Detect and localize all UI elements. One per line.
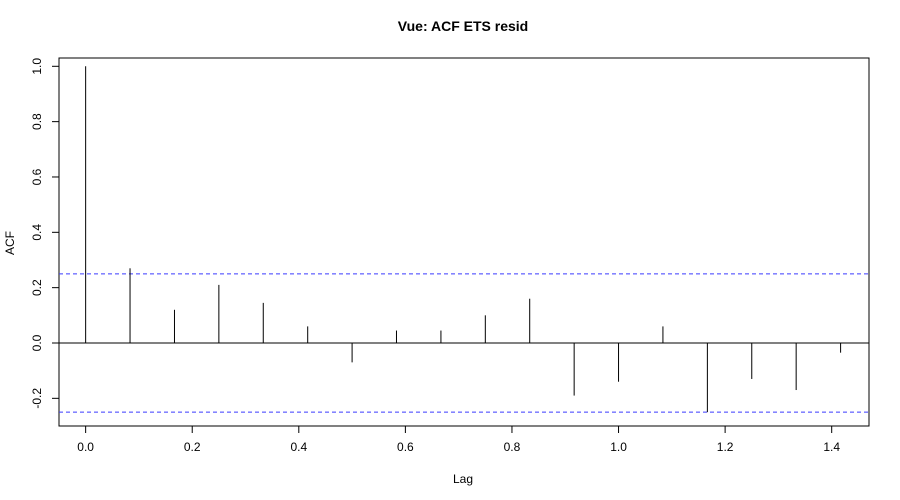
y-tick-label: 0.4 <box>30 224 44 241</box>
y-tick-label: -0.2 <box>30 388 44 409</box>
y-tick-label: 0.0 <box>30 334 44 351</box>
x-tick-label: 0.6 <box>397 440 414 454</box>
chart-title: Vue: ACF ETS resid <box>398 18 528 34</box>
plot-area: 0.0 0.2 0.4 0.6 0.8 1.0 1.2 1.4 -0.2 0.0 0.2 0.4 0.6… <box>30 57 870 454</box>
x-tick-label: 1.0 <box>610 440 627 454</box>
y-tick-label: 0.6 <box>30 168 44 185</box>
y-tick-label: 0.2 <box>30 279 44 296</box>
x-tick-label: 0.4 <box>290 440 307 454</box>
x-tick-label: 1.2 <box>717 440 734 454</box>
x-axis-label: Lag <box>453 472 473 486</box>
plot-frame <box>58 57 870 427</box>
y-tick-label: 1.0 <box>30 58 44 75</box>
y-axis-label: ACF <box>3 231 17 255</box>
y-tick-label: 0.8 <box>30 113 44 130</box>
x-tick-label: 0.8 <box>504 440 521 454</box>
x-tick-label: 0.0 <box>77 440 94 454</box>
x-tick-label: 1.4 <box>823 440 840 454</box>
x-tick-label: 0.2 <box>184 440 201 454</box>
